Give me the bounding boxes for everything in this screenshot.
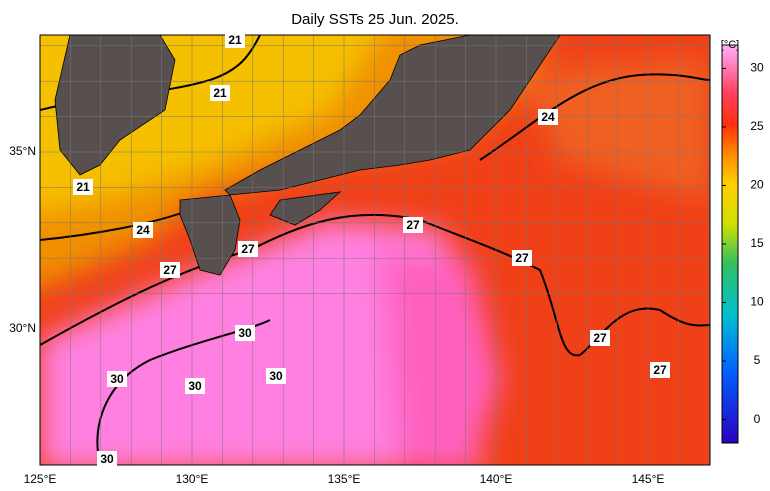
contour-label: 27	[406, 218, 420, 232]
contour-label: 21	[213, 86, 227, 100]
contour-label-box	[512, 250, 532, 266]
contour-label-box	[238, 241, 258, 257]
contour-label: 21	[228, 33, 242, 47]
colorbar-tick-label: 5	[754, 353, 761, 367]
contour-label-box	[235, 325, 255, 341]
contour-label: 30	[238, 326, 252, 340]
contour-label: 27	[653, 363, 667, 377]
contour-label-box	[73, 179, 93, 195]
contour-label-box	[133, 222, 153, 238]
colorbar-tick-label: 25	[750, 119, 764, 133]
contour-line	[40, 209, 191, 241]
contour-label-box	[266, 368, 286, 384]
contour-label: 27	[515, 251, 529, 265]
colorbar-tick-label: 15	[750, 236, 764, 250]
contour-label-box	[650, 362, 670, 378]
map	[40, 35, 710, 465]
lat-label: 35°N	[9, 144, 36, 158]
contour-label-box	[225, 32, 245, 48]
lat-label: 30°N	[9, 321, 36, 335]
lon-label: 130°E	[176, 472, 209, 486]
title: Daily SSTs 25 Jun. 2025.	[291, 11, 459, 28]
contour-label: 21	[76, 180, 90, 194]
contour-label: 30	[188, 379, 202, 393]
lon-label: 140°E	[480, 472, 513, 486]
colorbar-tick-label: 0	[754, 412, 761, 426]
lon-label: 125°E	[24, 472, 57, 486]
contour-label-box	[210, 85, 230, 101]
contour-label-box	[97, 451, 117, 467]
contour-label-box	[403, 217, 423, 233]
contour-label-box	[185, 378, 205, 394]
land	[54, 35, 561, 276]
contour-labels: 21 21 21 24 24 27 27 27 27 27 27 30 30 30 30 30	[73, 32, 670, 467]
contour-label: 27	[241, 242, 255, 256]
contour-label: 30	[100, 452, 114, 466]
contour-label-box	[160, 262, 180, 278]
colorbar-tick-label: 30	[750, 61, 764, 75]
contour-label: 24	[541, 110, 555, 124]
colorbar-tick-label: 20	[750, 178, 764, 192]
contour-label: 27	[163, 263, 177, 277]
contour-label-box	[107, 371, 127, 387]
contour-label-box	[590, 330, 610, 346]
graticule	[40, 35, 710, 465]
contour-label: 27	[593, 331, 607, 345]
contour-label: 30	[269, 369, 283, 383]
map-frame	[39, 34, 711, 466]
lon-label: 135°E	[328, 472, 361, 486]
contour-line	[479, 73, 710, 161]
contour-label: 24	[136, 223, 150, 237]
colorbar-unit: [°C]	[721, 39, 739, 51]
lon-label: 145°E	[632, 472, 665, 486]
contour-label-box	[538, 109, 558, 125]
contour-label: 30	[110, 372, 124, 386]
colorbar-tick-label: 10	[750, 295, 764, 309]
